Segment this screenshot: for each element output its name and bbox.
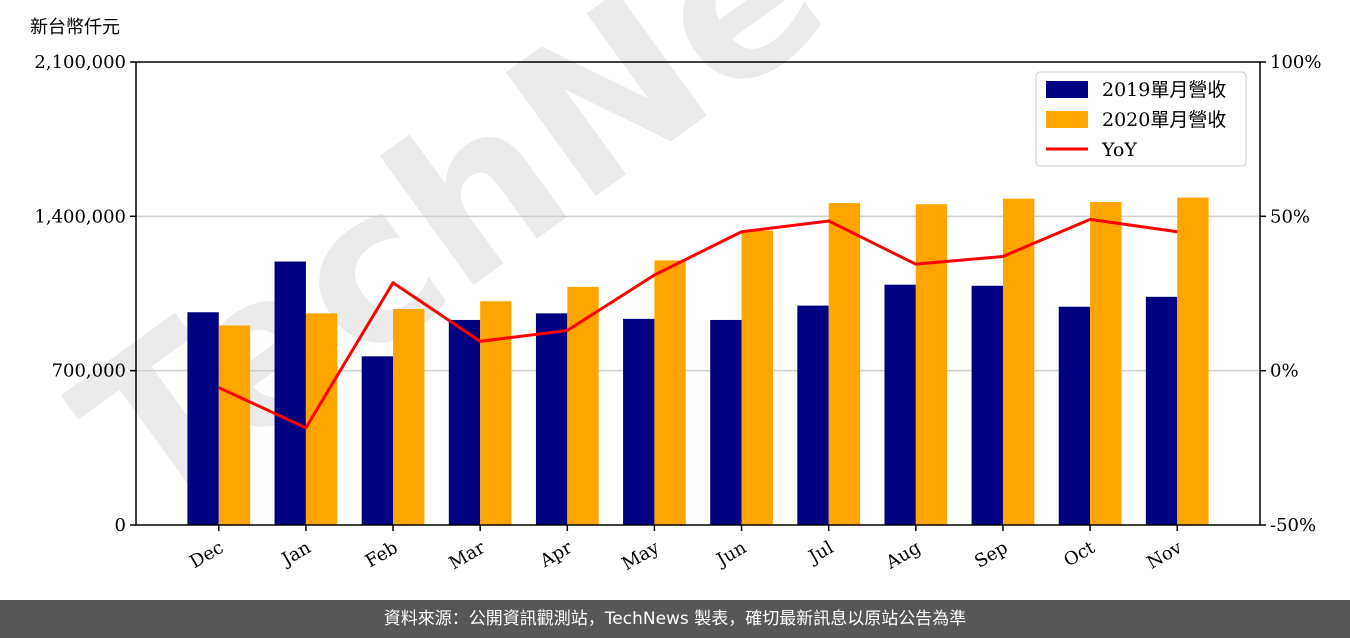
- bar-2020-may: [654, 260, 686, 525]
- x-tick-label-jun: Jun: [712, 537, 751, 572]
- bar-2020-oct: [1090, 202, 1122, 525]
- x-axis: Dec Jan Feb Mar Apr May Jun Jul Aug Sep Oct Nov: [186, 525, 1186, 575]
- bar-2020-mar: [480, 301, 512, 525]
- legend-label: YoY: [1101, 139, 1137, 161]
- legend-swatch: [1046, 111, 1088, 128]
- bar-2020-dec: [218, 325, 251, 525]
- yoy-line: [218, 217, 1178, 430]
- bar-2019-jun: [710, 319, 742, 525]
- bar-2020-nov: [1177, 197, 1209, 526]
- bar-2019-sep: [971, 285, 1003, 525]
- bar-2020-apr: [567, 286, 599, 525]
- x-tick-label-apr: Apr: [536, 537, 576, 572]
- right-tick-label: 0%: [1270, 361, 1299, 382]
- left-tick-label: 1,400,000: [34, 206, 126, 227]
- left-tick-label: 0: [115, 515, 126, 536]
- bar-2019-jul: [797, 305, 829, 525]
- x-tick-label-may: May: [618, 537, 663, 575]
- bar-2020-jul: [828, 203, 861, 525]
- right-axis: -50% 0% 50% 100%: [1260, 52, 1321, 536]
- bar-2019-dec: [187, 312, 219, 525]
- bar-2020-sep: [1002, 198, 1035, 525]
- legend-label: 2020單月營收: [1102, 109, 1226, 131]
- x-tick-label-oct: Oct: [1060, 537, 1099, 572]
- bars-group: [187, 197, 1209, 526]
- bar-2019-oct: [1058, 306, 1091, 525]
- x-tick-label-sep: Sep: [971, 537, 1011, 572]
- x-tick-label-mar: Mar: [445, 537, 489, 574]
- x-tick-label-jul: Jul: [804, 537, 838, 569]
- bar-2019-aug: [884, 284, 916, 525]
- left-tick-label: 700,000: [52, 361, 126, 382]
- right-tick-label: -50%: [1270, 515, 1316, 536]
- x-tick-label-aug: Aug: [882, 537, 925, 574]
- bar-2020-jun: [741, 230, 773, 525]
- left-axis: 0 700,000 1,400,000 2,100,000: [34, 52, 136, 536]
- plot-frame: [135, 61, 1261, 526]
- bar-2019-apr: [535, 313, 568, 525]
- right-tick-label: 100%: [1270, 52, 1321, 73]
- bar-2019-mar: [448, 319, 481, 525]
- bar-2020-feb: [393, 308, 425, 525]
- legend: 2019單月營收 2020單月營收 YoY: [1035, 71, 1247, 167]
- source-footer: 資料來源：公開資訊觀測站，TechNews 製表，確切最新訊息以原站公告為準: [0, 600, 1350, 638]
- bar-2019-may: [623, 318, 655, 525]
- bar-2019-jan: [274, 261, 306, 525]
- legend-swatch: [1046, 81, 1088, 98]
- left-tick-label: 2,100,000: [34, 52, 126, 73]
- legend-box: [1035, 71, 1247, 167]
- right-tick-label: 50%: [1270, 206, 1310, 227]
- x-tick-label-feb: Feb: [362, 537, 402, 572]
- yoy-line-group: [218, 217, 1178, 430]
- x-tick-label-nov: Nov: [1143, 537, 1186, 574]
- bar-2019-feb: [361, 356, 394, 525]
- bar-2020-aug: [915, 204, 948, 525]
- legend-label: 2019單月營收: [1102, 79, 1226, 101]
- x-tick-label-jan: Jan: [277, 537, 315, 571]
- unit-label: 新台幣仟元: [30, 17, 120, 38]
- bar-2019-nov: [1145, 296, 1178, 525]
